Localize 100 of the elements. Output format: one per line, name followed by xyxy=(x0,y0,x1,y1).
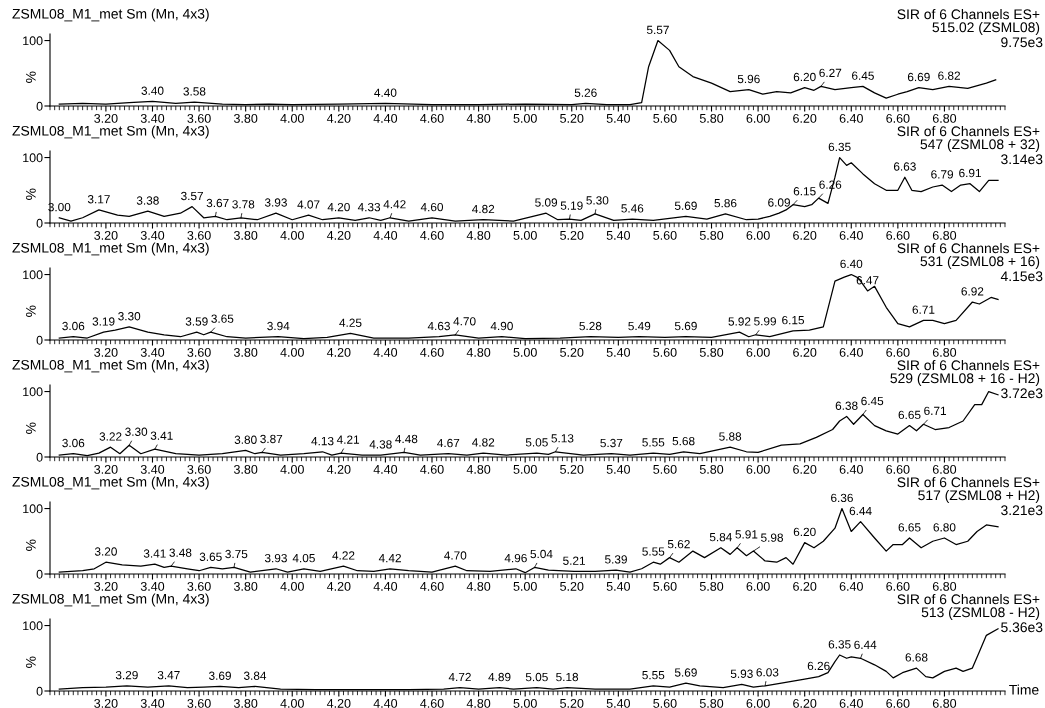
x-tick-label: 6.40 xyxy=(839,464,863,474)
x-tick-label: 6.80 xyxy=(932,581,957,591)
annotation: 5.30 xyxy=(586,196,609,205)
x-tick-label: 3.80 xyxy=(233,581,258,591)
annotation: 4.96 xyxy=(504,553,527,563)
x-tick-label: 3.20 xyxy=(94,230,118,240)
y-tick-label: 100 xyxy=(23,36,43,46)
annotation: 5.93 xyxy=(730,669,753,678)
x-tick-label: 3.40 xyxy=(140,464,165,474)
annotation: 4.15e3 xyxy=(1000,271,1043,282)
x-tick-label: 5.80 xyxy=(699,698,724,708)
annotation: 3.41 xyxy=(150,431,173,440)
y-tick-label: 100 xyxy=(23,621,43,631)
annotation: 6.36 xyxy=(831,493,853,503)
x-tick-label: 6.40 xyxy=(839,113,863,123)
annotation: 4.42 xyxy=(378,553,401,563)
x-tick-label: 5.40 xyxy=(606,347,631,357)
annotation: 5.96 xyxy=(737,74,760,84)
annotation: 5.39 xyxy=(605,555,627,564)
x-tick-label: 4.60 xyxy=(420,113,444,123)
x-tick-label: 3.40 xyxy=(140,581,165,591)
chart-title: ZSML08_M1_met Sm (Mn, 4x3) xyxy=(12,593,209,607)
annotation: 6.69 xyxy=(907,72,930,82)
annotation: 4.21 xyxy=(336,435,360,444)
x-tick-label: 6.00 xyxy=(746,581,770,591)
annotation: 5.26 xyxy=(574,88,597,97)
annotation: 3.57 xyxy=(181,191,203,201)
chart-title: ZSML08_M1_met Sm (Mn, 4x3) xyxy=(12,242,209,256)
x-tick-label: 6.00 xyxy=(746,464,770,474)
annotation: 6.79 xyxy=(931,170,954,179)
x-tick-label: 5.40 xyxy=(606,230,631,240)
annotation: 3.17 xyxy=(87,195,110,204)
x-tick-label: 4.60 xyxy=(420,230,444,240)
annotation: 4.42 xyxy=(383,200,406,209)
annotation: 3.48 xyxy=(169,548,192,557)
x-tick-label: 3.60 xyxy=(187,698,211,708)
x-tick-label: 4.60 xyxy=(420,581,444,591)
x-tick-label: 3.20 xyxy=(94,581,118,591)
annotation: 3.47 xyxy=(157,670,180,680)
x-tick-label: 6.20 xyxy=(793,230,817,240)
annotation: 5.05 xyxy=(525,672,548,682)
x-tick-label: 6.60 xyxy=(886,581,910,591)
chart-subtitle: SIR of 6 Channels ES+ 515.02 (ZSML08) xyxy=(897,9,1040,35)
annotation: 6.68 xyxy=(905,653,928,662)
x-tick-label: 4.40 xyxy=(373,698,398,708)
x-tick-label: 5.00 xyxy=(513,464,537,474)
annotation: 4.13 xyxy=(311,436,334,446)
annotation: 5.55 xyxy=(642,671,665,680)
chart-subtitle: SIR of 6 Channels ES+ 517 (ZSML08 + H2) xyxy=(897,477,1040,503)
annotation: 5.05 xyxy=(525,438,548,447)
chart-subtitle: SIR of 6 Channels ES+ 547 (ZSML08 + 32) xyxy=(897,126,1040,152)
annotation: 6.03 xyxy=(756,668,779,677)
x-tick-label: 3.20 xyxy=(94,698,118,708)
x-tick-label: 3.20 xyxy=(94,464,118,474)
x-tick-label: 5.20 xyxy=(560,230,584,240)
annotation: 4.33 xyxy=(357,202,381,212)
x-tick-label: 4.20 xyxy=(326,113,351,123)
chart-title: ZSML08_M1_met Sm (Mn, 4x3) xyxy=(12,476,209,490)
annotation: 4.82 xyxy=(472,438,495,447)
annotation: 3.22 xyxy=(99,432,122,441)
annotation: 3.29 xyxy=(115,670,138,680)
y-tick-label: 0 xyxy=(36,569,43,579)
y-tick-label: 0 xyxy=(36,218,43,228)
annotation: 4.72 xyxy=(448,672,471,682)
x-tick-label: 6.40 xyxy=(839,581,863,591)
x-tick-label: 6.20 xyxy=(793,113,817,123)
x-tick-label: 5.20 xyxy=(560,464,584,474)
annotation: 4.63 xyxy=(427,321,450,331)
annotation: 6.15 xyxy=(793,187,816,196)
x-tick-label: 5.00 xyxy=(513,230,537,240)
x-tick-label: 5.40 xyxy=(606,698,631,708)
y-axis-title: % xyxy=(26,539,36,551)
y-tick-label: 100 xyxy=(23,270,43,280)
annotation: 4.22 xyxy=(332,551,355,560)
annotation: 6.63 xyxy=(893,162,916,171)
annotation: 3.67 xyxy=(206,198,229,208)
x-tick-label: 4.60 xyxy=(420,464,444,474)
annotation: 4.20 xyxy=(327,202,350,212)
x-tick-label: 4.40 xyxy=(373,347,398,357)
x-tick-label: 5.00 xyxy=(513,698,537,708)
annotation: 3.20 xyxy=(94,547,117,556)
x-tick-label: 5.60 xyxy=(653,347,677,357)
x-tick-label: 4.20 xyxy=(326,230,351,240)
x-axis-title: Time xyxy=(1009,684,1039,695)
x-tick-label: 4.80 xyxy=(466,113,491,123)
x-tick-label: 4.00 xyxy=(280,464,304,474)
annotation: 6.27 xyxy=(819,68,842,78)
x-tick-label: 4.80 xyxy=(466,464,491,474)
annotation: 5.55 xyxy=(642,438,665,447)
annotation: 4.70 xyxy=(453,317,476,326)
annotation: 6.65 xyxy=(898,523,921,532)
annotation: 6.09 xyxy=(768,198,790,207)
annotation: 3.94 xyxy=(267,321,290,331)
x-tick-label: 6.20 xyxy=(793,464,817,474)
annotation: 6.45 xyxy=(852,71,874,80)
x-tick-label: 6.80 xyxy=(932,230,957,240)
annotation: 4.48 xyxy=(395,434,418,444)
annotation: 5.09 xyxy=(535,198,558,207)
x-tick-label: 3.60 xyxy=(187,347,211,357)
x-tick-label: 6.00 xyxy=(746,230,770,240)
